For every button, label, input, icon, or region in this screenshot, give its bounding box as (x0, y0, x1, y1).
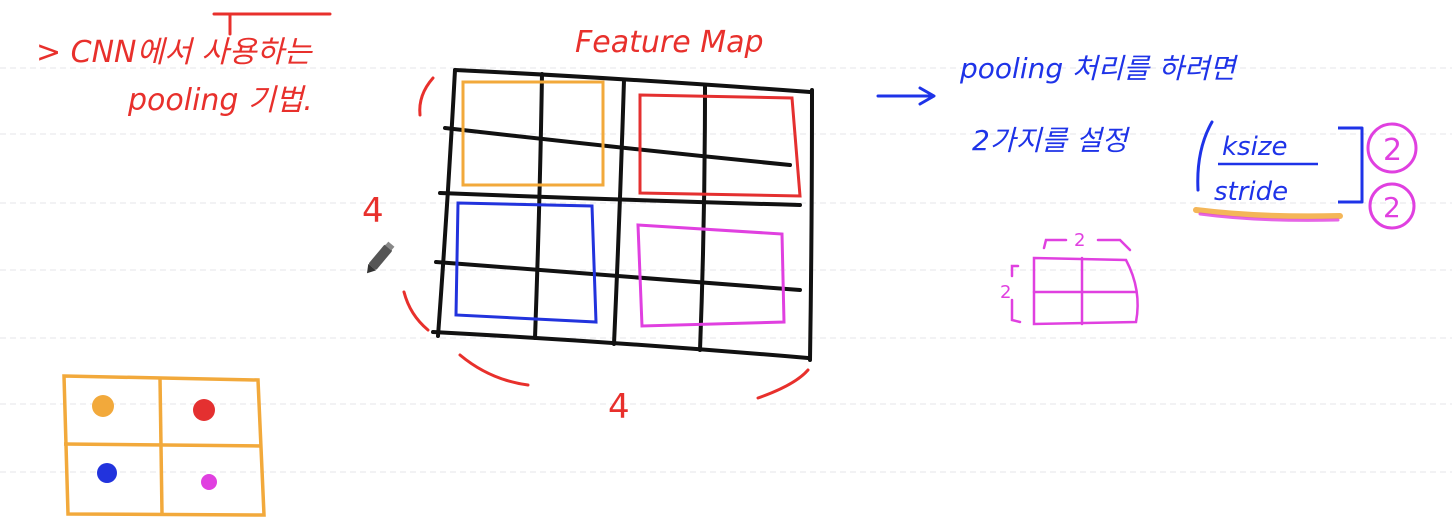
ksize-value: 2 (1383, 133, 1402, 168)
height-bracket-top (418, 76, 435, 117)
pooled-grid-mid-horizontal (63, 442, 263, 448)
pooled-output-grid (62, 374, 266, 517)
pooled-dot-red (193, 399, 215, 421)
params-open-bracket (1196, 120, 1214, 192)
kernel-height-label: 2 (1000, 282, 1011, 303)
pen-cursor-icon (366, 241, 395, 274)
kernel-sketch (1010, 238, 1139, 326)
kernel-top-bracket (1042, 238, 1132, 252)
pooled-dot-blue (97, 463, 117, 483)
width-label: 4 (608, 387, 630, 427)
ksize-value-circle (1366, 122, 1418, 174)
pool-window-bottom-left (454, 201, 598, 324)
param-stride-highlight (1193, 207, 1343, 220)
pool-window-top-right (638, 93, 802, 198)
grid-line-h4 (431, 330, 810, 360)
feature-map-grid (431, 68, 814, 362)
param-stride: stride (1214, 177, 1288, 207)
grid-line-v4 (808, 88, 814, 362)
note-overline-mark (212, 12, 332, 36)
arrow-icon (876, 86, 936, 106)
grid-line-h3 (434, 260, 802, 292)
grid-line-v2 (612, 78, 626, 346)
width-bracket-left (458, 353, 530, 387)
stride-value: 2 (1383, 191, 1401, 224)
grid-line-v1 (533, 72, 544, 340)
width-bracket-right (756, 368, 810, 400)
pooling-note-line: pooling 처리를 하려면 (959, 52, 1239, 85)
ruled-lines (0, 67, 1452, 473)
pooled-dot-magenta (201, 474, 217, 490)
kernel-outline (1032, 256, 1139, 326)
param-ksize: ksize (1222, 132, 1287, 162)
pool-window-bottom-right (636, 223, 786, 328)
settings-note-line: 2가지를 설정 (972, 124, 1131, 157)
grid-line-h1 (443, 126, 792, 167)
pool-window-top-left (461, 80, 605, 187)
cnn-note-line2: pooling 기법. (127, 83, 313, 118)
pooled-grid-outline (62, 374, 266, 517)
kernel-width-label: 2 (1074, 230, 1085, 251)
grid-line-h0 (453, 68, 812, 94)
cnn-note-line1: > CNN에서 사용하는 (36, 35, 313, 70)
params-close-bracket (1338, 126, 1364, 204)
grid-line-v0 (436, 68, 457, 338)
feature-map-title: Feature Map (575, 25, 764, 60)
height-label: 4 (362, 191, 384, 231)
pooled-dot-orange (92, 395, 114, 417)
height-bracket-bottom (402, 290, 430, 332)
grid-line-v3 (698, 84, 707, 352)
kernel-left-bracket (1010, 264, 1022, 324)
stride-value-circle (1368, 182, 1416, 230)
param-stride-highlight-magenta (1198, 212, 1340, 222)
cnn-pooling-note: > CNN에서 사용하는 pooling 기법. (36, 12, 332, 118)
